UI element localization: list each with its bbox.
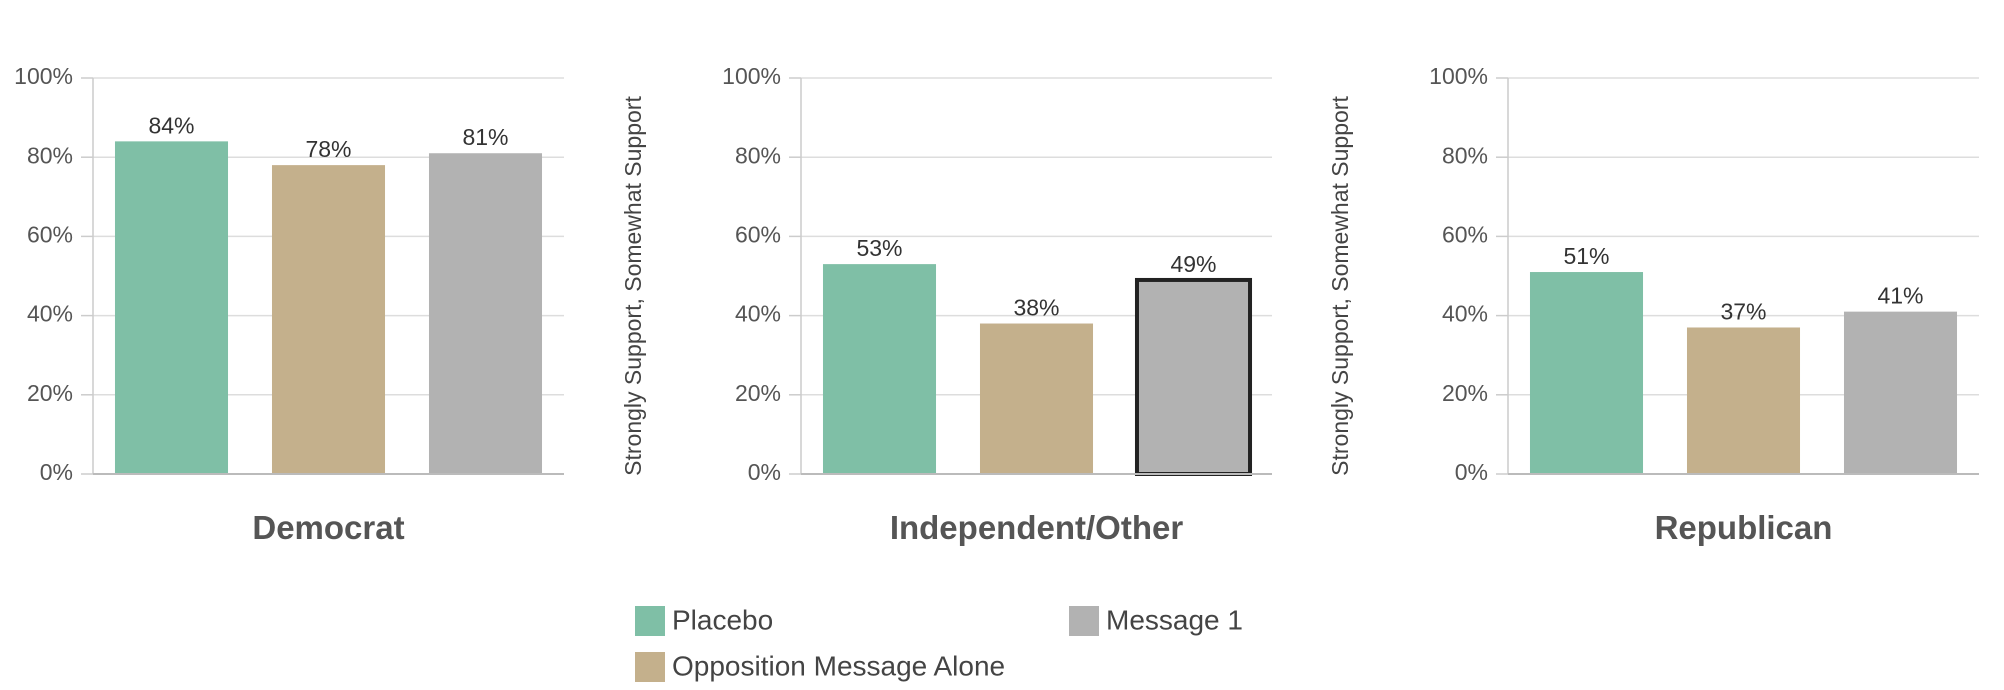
- y-tick-label: 80%: [1442, 142, 1488, 168]
- y-tick-label: 60%: [735, 221, 781, 247]
- y-tick-label: 40%: [735, 301, 781, 327]
- chart-title: Independent/Other: [890, 509, 1184, 546]
- y-tick-label: 100%: [1429, 63, 1488, 89]
- y-tick-label: 60%: [1442, 221, 1488, 247]
- legend-label: Placebo: [672, 604, 773, 635]
- value-label: 81%: [462, 124, 508, 150]
- y-tick-label: 20%: [1442, 380, 1488, 406]
- bar: [1529, 272, 1644, 474]
- value-label: 53%: [856, 235, 902, 261]
- value-label: 78%: [305, 136, 351, 162]
- y-tick-label: 100%: [722, 63, 781, 89]
- legend-swatch: [635, 652, 665, 682]
- value-label: 41%: [1877, 283, 1923, 309]
- y-tick-label: 40%: [1442, 301, 1488, 327]
- legend-swatch: [1069, 606, 1099, 636]
- bar: [271, 165, 386, 474]
- y-tick-label: 80%: [735, 142, 781, 168]
- legend-swatch: [635, 606, 665, 636]
- value-label: 51%: [1563, 243, 1609, 269]
- value-label: 38%: [1013, 295, 1059, 321]
- y-tick-label: 20%: [27, 380, 73, 406]
- value-label: 84%: [148, 112, 194, 138]
- y-tick-label: 100%: [14, 63, 73, 89]
- y-tick-label: 40%: [27, 301, 73, 327]
- y-tick-label: 80%: [27, 142, 73, 168]
- bar: [1134, 277, 1253, 476]
- y-tick-label: 0%: [40, 459, 73, 485]
- bar: [979, 323, 1094, 474]
- bar: [428, 153, 543, 475]
- bar: [822, 264, 937, 474]
- bar: [1686, 327, 1801, 474]
- value-label: 37%: [1720, 298, 1766, 324]
- bar: [114, 141, 229, 475]
- y-axis-label: Strongly Support, Somewhat Support: [1327, 96, 1353, 476]
- y-tick-label: 20%: [735, 380, 781, 406]
- bar: [1843, 311, 1958, 474]
- y-tick-label: 0%: [748, 459, 781, 485]
- y-axis-label: Strongly Support, Somewhat Support: [620, 96, 646, 476]
- chart-title: Republican: [1655, 509, 1833, 546]
- y-tick-label: 60%: [27, 221, 73, 247]
- chart-title: Democrat: [252, 509, 404, 546]
- y-tick-label: 0%: [1455, 459, 1488, 485]
- legend-label: Message 1: [1106, 604, 1243, 635]
- legend-label: Opposition Message Alone: [672, 650, 1005, 681]
- value-label: 49%: [1170, 251, 1216, 277]
